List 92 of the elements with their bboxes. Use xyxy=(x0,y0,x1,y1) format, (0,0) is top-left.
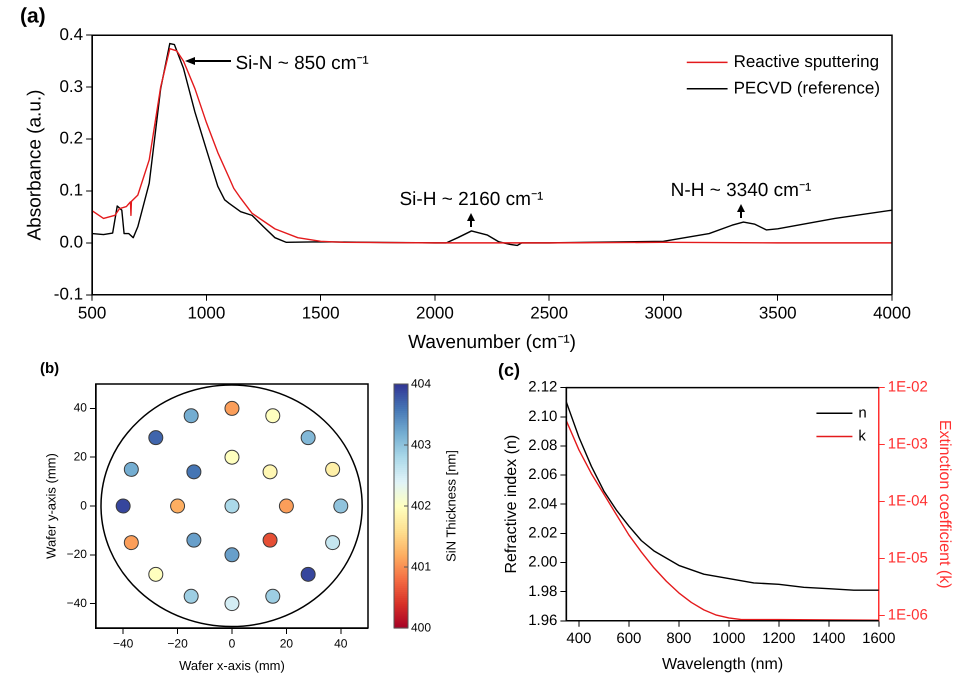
y-tick-label: 0.3 xyxy=(59,76,84,96)
legend-label: PECVD (reference) xyxy=(734,78,880,98)
point xyxy=(186,532,202,548)
x-tick-label: 0 xyxy=(228,636,236,651)
point xyxy=(300,566,316,582)
point xyxy=(184,588,199,604)
x-tick-label: 3000 xyxy=(644,304,682,323)
x-tick-label: 500 xyxy=(78,304,106,323)
legend-label: n xyxy=(858,404,867,422)
point xyxy=(325,535,340,550)
annotation: Si-H ~ 2160 cm⁻¹ xyxy=(399,188,544,211)
y-axis-title: Refractive index (n) xyxy=(503,434,520,574)
color-bar-label: 400 xyxy=(411,620,432,634)
y2-tick-label: 1E-06 xyxy=(888,606,928,624)
y-tick-label: 1.96 xyxy=(528,612,558,629)
y-tick-label: 0.4 xyxy=(59,24,84,44)
x-tick-label: 2500 xyxy=(530,304,568,323)
annotation: N-H ~ 3340 cm⁻¹ xyxy=(670,179,812,202)
x-axis-title: Wavenumber (cm⁻¹) xyxy=(408,332,576,353)
point xyxy=(124,535,139,550)
y-tick-label: 2.00 xyxy=(528,554,558,571)
point xyxy=(148,430,164,446)
point xyxy=(265,588,280,604)
point xyxy=(300,430,316,446)
x-tick-label: 1000 xyxy=(712,630,746,647)
x-tick-label: −20 xyxy=(167,636,188,651)
color-bar-label: 404 xyxy=(411,376,432,390)
x-tick-label: 600 xyxy=(616,630,642,647)
point xyxy=(186,464,202,480)
y-tick-label: −20 xyxy=(66,547,88,562)
x-tick-label: 1200 xyxy=(762,630,796,647)
point xyxy=(224,596,240,612)
x-tick-label: −40 xyxy=(112,636,134,651)
x-tick-label: 1400 xyxy=(812,630,846,647)
x-tick-label: 1500 xyxy=(302,304,340,323)
y-tick-label: 1.98 xyxy=(528,582,558,600)
color-bar-label: 403 xyxy=(411,437,432,452)
x-axis-title: Wafer x-axis (mm) xyxy=(179,658,285,673)
point xyxy=(262,464,278,480)
point xyxy=(224,547,240,562)
y-tick-label: −40 xyxy=(66,596,88,610)
point xyxy=(116,498,131,514)
y2-tick-label: 1E-05 xyxy=(888,550,928,567)
y-tick-label: 0 xyxy=(80,498,88,512)
x-tick-label: 800 xyxy=(666,630,692,647)
point xyxy=(325,462,340,477)
chart-title: (b) xyxy=(40,360,60,378)
x-tick-label: 1000 xyxy=(187,304,226,323)
y-tick-label: 0.1 xyxy=(59,180,84,200)
annotation: Si-N ~ 850 cm⁻¹ xyxy=(236,52,369,76)
point xyxy=(184,408,199,424)
y-tick-label: 20 xyxy=(74,450,88,464)
y-tick-label: 2.10 xyxy=(528,408,558,425)
x-tick-label: 400 xyxy=(566,630,592,647)
point xyxy=(265,408,280,424)
point xyxy=(148,566,164,582)
point xyxy=(224,400,240,416)
point xyxy=(278,498,294,514)
color-bar-title: SiN Thickness [nm] xyxy=(444,450,459,562)
y-tick-label: 2.08 xyxy=(528,437,558,454)
y-tick-label: 2.12 xyxy=(528,378,558,396)
y2-tick-label: 1E-03 xyxy=(888,436,928,453)
legend-label: k xyxy=(858,428,866,445)
y-tick-label: 2.04 xyxy=(528,495,558,512)
y2-tick-label: 1E-04 xyxy=(888,492,928,510)
y2-tick-label: 1E-02 xyxy=(888,378,928,396)
y-axis-title: Wafer y-axis (mm) xyxy=(43,453,58,559)
point xyxy=(224,450,240,465)
x-tick-label: 20 xyxy=(280,636,294,651)
x-tick-label: 40 xyxy=(334,636,348,651)
x-tick-label: 2000 xyxy=(416,304,454,323)
y-tick-label: -0.1 xyxy=(54,284,84,304)
chart-title: (c) xyxy=(498,360,520,380)
y-tick-label: 0.0 xyxy=(59,232,84,252)
point xyxy=(170,498,186,514)
point xyxy=(262,532,278,548)
color-bar-label: 401 xyxy=(411,559,432,574)
color-bar-label: 402 xyxy=(411,498,432,512)
point xyxy=(124,462,139,477)
chart-title: (a) xyxy=(20,4,46,28)
x-tick-label: 3500 xyxy=(758,304,797,323)
x-tick-label: 1600 xyxy=(862,630,896,647)
y2-axis-title: Extinction coefficient (k) xyxy=(936,420,953,589)
y-tick-label: 2.02 xyxy=(528,524,558,542)
point xyxy=(333,498,348,514)
x-tick-label: 4000 xyxy=(873,304,911,323)
y-tick-label: 0.2 xyxy=(59,128,84,148)
x-axis-title: Wavelength (nm) xyxy=(662,656,784,673)
y-tick-label: 2.06 xyxy=(528,466,558,484)
y-tick-label: 40 xyxy=(74,400,88,415)
legend-label: Reactive sputtering xyxy=(734,52,880,72)
y-axis-title: Absorbance (a.u.) xyxy=(24,89,46,241)
